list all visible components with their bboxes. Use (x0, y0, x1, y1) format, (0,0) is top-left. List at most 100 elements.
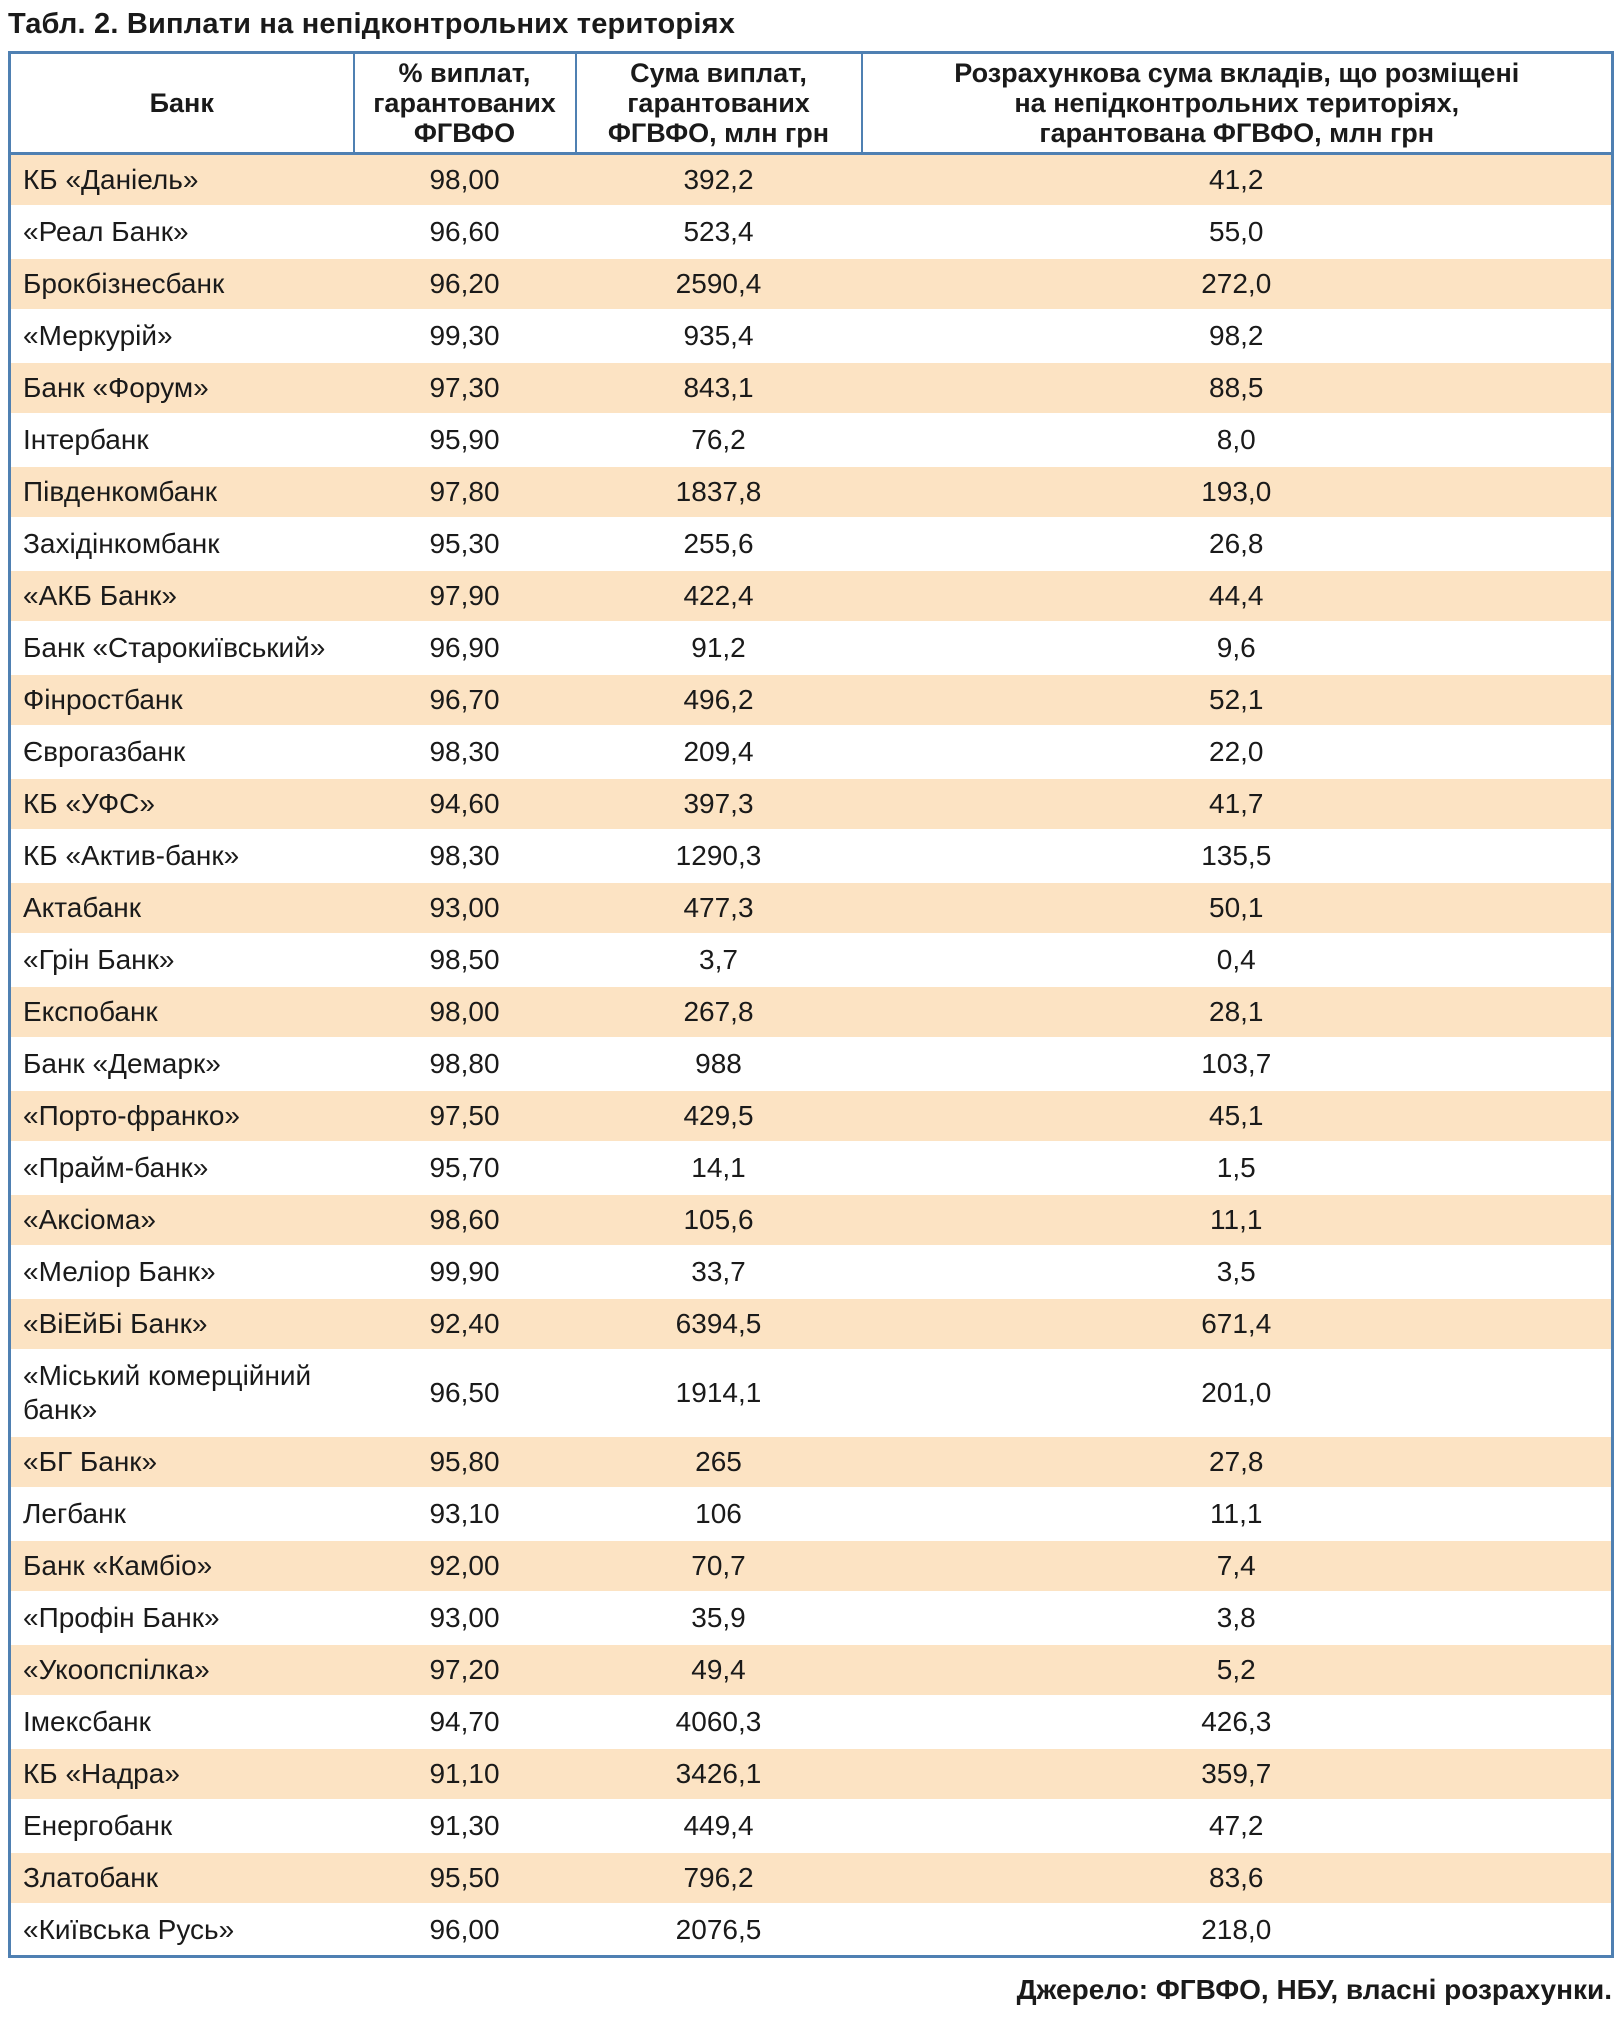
value-cell: 267,8 (575, 986, 862, 1038)
value-cell: 98,80 (429, 1048, 500, 1079)
bank-name-cell: КБ «Надра» (9, 1748, 354, 1800)
value-cell: 95,80 (353, 1436, 576, 1488)
bank-name-cell: «Профін Банк» (23, 1602, 220, 1633)
bank-name-cell: «ВіЕйБі Банк» (9, 1298, 354, 1350)
value-cell: 95,50 (353, 1852, 576, 1904)
table-row: Банк «Старокиївський» 96,90 91,2 9,6 (9, 622, 1613, 674)
value-cell: 93,00 (353, 882, 576, 934)
value-cell: 106 (695, 1498, 742, 1529)
bank-name-cell: «АКБ Банк» (9, 570, 354, 622)
value-cell: 1290,3 (675, 840, 762, 871)
value-cell: 11,1 (1210, 1498, 1263, 1529)
bank-name-cell: «Реал Банк» (23, 216, 189, 247)
bank-name-cell: Інтербанк (23, 424, 149, 455)
value-cell: 7,4 (861, 1540, 1613, 1592)
value-cell: 3,8 (1216, 1602, 1256, 1633)
value-cell: 96,00 (429, 1914, 500, 1945)
value-cell: 98,00 (353, 986, 576, 1038)
value-cell: 94,70 (429, 1706, 500, 1737)
value-cell: 449,4 (683, 1810, 754, 1841)
value-cell: 70,7 (575, 1540, 862, 1592)
value-cell: 35,9 (691, 1602, 746, 1633)
value-cell: 44,4 (861, 570, 1613, 622)
value-cell: 91,30 (429, 1810, 500, 1841)
value-cell: 49,4 (575, 1644, 862, 1696)
value-cell: 135,5 (1201, 840, 1272, 871)
header-row: Банк% виплат, гарантованих ФГВФО Сума вип… (9, 52, 1613, 155)
table-row: КБ «Даніель» 98,00 392,2 41,2 (9, 153, 1613, 206)
table-row: Єврогазбанк 98,30 209,4 22,0 (9, 726, 1613, 778)
table-row: «Аксіома» 98,60 105,6 11,1 (9, 1194, 1613, 1246)
value-cell: 8,0 (1216, 424, 1256, 455)
column-header-0: Банк (9, 52, 355, 155)
value-cell: 0,4 (1216, 944, 1256, 975)
table-row: Експобанк 98,00 267,8 28,1 (9, 986, 1613, 1038)
bank-name-cell: «БГ Банк» (9, 1436, 354, 1488)
value-cell: 50,1 (861, 882, 1613, 934)
table-row: «Порто-франко» 97,50 429,5 45,1 (9, 1090, 1613, 1142)
bank-name-cell: Банк «Форум» (9, 362, 354, 414)
value-cell: 265 (575, 1436, 862, 1488)
bank-name-cell: КБ «Даніель» (9, 153, 354, 206)
bank-name-cell: «Укоопспілка» (9, 1644, 354, 1696)
value-cell: 41,7 (861, 778, 1613, 830)
value-cell: 429,5 (575, 1090, 862, 1142)
value-cell: 272,0 (861, 258, 1613, 310)
table-row: «Міський комерційний банк» 96,50 1914,1 201… (9, 1350, 1613, 1436)
value-cell: 218,0 (1201, 1914, 1272, 1945)
bank-name-cell: Брокбізнесбанк (9, 258, 354, 310)
bank-name-cell: Банк «Старокиївський» (23, 632, 326, 663)
table-row: КБ «Надра» 91,10 3426,1 359,7 (9, 1748, 1613, 1800)
value-cell: 3,5 (1216, 1256, 1256, 1287)
value-cell: 392,2 (575, 153, 862, 206)
value-cell: 96,50 (429, 1377, 500, 1408)
table-row: Імексбанк 94,70 4060,3 426,3 (9, 1696, 1613, 1748)
value-cell: 91,10 (353, 1748, 576, 1800)
table-row: Фінростбанк 96,70 496,2 52,1 (9, 674, 1613, 726)
bank-name-cell: «Київська Русь» (23, 1914, 235, 1945)
value-cell: 496,2 (575, 674, 862, 726)
value-cell: 988 (695, 1048, 742, 1079)
value-cell: 9,6 (1216, 632, 1256, 663)
value-cell: 27,8 (861, 1436, 1613, 1488)
value-cell: 98,30 (429, 736, 500, 767)
value-cell: 3,7 (699, 944, 738, 975)
bank-name-cell: Банк «Камбіо» (9, 1540, 354, 1592)
value-cell: 97,20 (353, 1644, 576, 1696)
bank-name-cell: «Прайм-банк» (23, 1152, 209, 1183)
value-cell: 255,6 (683, 528, 754, 559)
table-row: Інтербанк 95,90 76,2 8,0 (9, 414, 1613, 466)
table-row: «Укоопспілка» 97,20 49,4 5,2 (9, 1644, 1613, 1696)
column-header-3: Розрахункова сума вкладів, що розміщені … (861, 52, 1613, 155)
value-cell: 99,30 (429, 320, 500, 351)
value-cell: 103,7 (1201, 1048, 1272, 1079)
value-cell: 55,0 (1209, 216, 1264, 247)
table-row: Банк «Форум» 97,30 843,1 88,5 (9, 362, 1613, 414)
bank-name-cell: «Аксіома» (9, 1194, 354, 1246)
value-cell: 3426,1 (575, 1748, 862, 1800)
value-cell: 96,60 (429, 216, 500, 247)
value-cell: 426,3 (1201, 1706, 1272, 1737)
value-cell: 1837,8 (575, 466, 862, 518)
value-cell: 14,1 (691, 1152, 746, 1183)
table-row: Банк «Камбіо» 92,00 70,7 7,4 (9, 1540, 1613, 1592)
value-cell: 94,60 (353, 778, 576, 830)
bank-name-cell: «Грін Банк» (23, 944, 175, 975)
value-cell: 95,90 (429, 424, 500, 455)
table-row: Енергобанк 91,30 449,4 47,2 (9, 1800, 1613, 1852)
value-cell: 1,5 (1216, 1152, 1256, 1183)
page: Табл. 2. Виплати на непідконтрольних тер… (0, 8, 1622, 2006)
bank-name-cell: Актабанк (9, 882, 354, 934)
value-cell: 2076,5 (675, 1914, 762, 1945)
table-row: «Прайм-банк» 95,70 14,1 1,5 (9, 1142, 1613, 1194)
value-cell: 96,20 (353, 258, 576, 310)
column-header-1: % виплат, гарантованих ФГВФО (353, 52, 577, 155)
value-cell: 96,90 (429, 632, 500, 663)
value-cell: 26,8 (1209, 528, 1264, 559)
table-row: Златобанк 95,50 796,2 83,6 (9, 1852, 1613, 1904)
value-cell: 422,4 (575, 570, 862, 622)
value-cell: 96,70 (353, 674, 576, 726)
bank-name-cell: Легбанк (23, 1498, 126, 1529)
value-cell: 11,1 (861, 1194, 1613, 1246)
bank-name-cell: Енергобанк (23, 1810, 173, 1841)
